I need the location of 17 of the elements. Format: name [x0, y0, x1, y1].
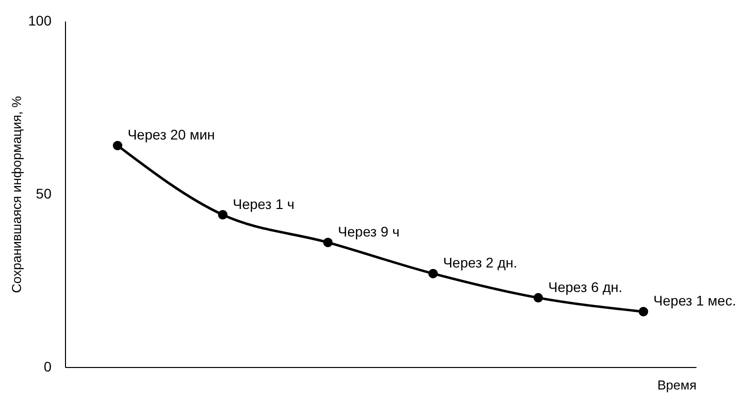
- y-axis-title: Сохранившаяся информация, %: [9, 96, 24, 293]
- point: [428, 268, 438, 278]
- annotation: Через 1 мес.: [653, 292, 736, 309]
- y-tick-label: 50: [36, 186, 52, 202]
- point: [323, 238, 333, 248]
- annotation: Через 6 дн.: [548, 278, 622, 295]
- x-axis-title: Время: [657, 378, 696, 392]
- annotation: Через 1 ч: [232, 196, 294, 212]
- annotation: Через 20 мин: [128, 126, 215, 143]
- y-tick-label: 0: [44, 358, 52, 374]
- point: [218, 210, 228, 220]
- point: [534, 293, 543, 303]
- point: [112, 140, 122, 150]
- annotation: Через 9 ч: [338, 223, 400, 240]
- y-tick-label: 100: [28, 12, 52, 28]
- point: [638, 306, 648, 316]
- annotation: Через 2 дн.: [443, 254, 518, 271]
